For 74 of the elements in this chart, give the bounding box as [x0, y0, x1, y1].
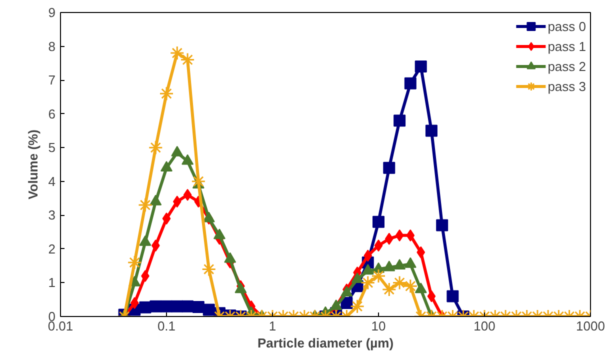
x-tick-label: 10	[371, 318, 386, 334]
point	[446, 290, 459, 302]
point	[364, 250, 372, 262]
point	[371, 268, 386, 284]
y-tick-label: 1	[48, 275, 56, 290]
point	[382, 282, 396, 297]
point	[414, 60, 427, 73]
point	[234, 282, 247, 294]
y-axis-title: Volume (%)	[25, 130, 40, 200]
point	[351, 272, 364, 284]
point	[340, 286, 353, 297]
point	[171, 146, 184, 156]
point	[404, 257, 416, 268]
point	[180, 52, 195, 68]
point	[151, 240, 160, 252]
point	[192, 301, 204, 314]
point	[360, 275, 376, 290]
point	[191, 174, 206, 189]
point	[394, 258, 406, 270]
x-tick-label: 1	[268, 318, 276, 334]
x-tick-label: 1000	[576, 318, 605, 334]
point	[383, 162, 396, 174]
point	[159, 86, 174, 101]
point	[148, 140, 163, 155]
y-tick-label: 7	[48, 72, 56, 88]
point	[404, 77, 416, 90]
point	[183, 188, 192, 201]
point	[414, 282, 427, 294]
point	[406, 229, 415, 242]
point	[182, 300, 194, 312]
point	[127, 255, 142, 270]
y-tick-label: 8	[48, 38, 56, 54]
point	[202, 304, 215, 316]
y-tick-label: 3	[48, 208, 56, 223]
y-tick-label: 2	[48, 241, 56, 256]
legend-label: pass 0	[548, 18, 586, 34]
point	[170, 46, 184, 60]
point	[172, 196, 182, 208]
point	[202, 262, 216, 276]
point	[150, 300, 162, 312]
point	[374, 240, 383, 252]
legend-label: pass 3	[548, 78, 586, 94]
point	[224, 252, 236, 263]
point	[395, 229, 404, 242]
point	[162, 212, 171, 225]
legend-label: pass 2	[548, 58, 586, 74]
point	[427, 290, 436, 302]
point	[403, 278, 418, 294]
point	[425, 124, 438, 137]
x-axis-title: Particle diameter (µm)	[257, 336, 394, 350]
point	[350, 299, 365, 314]
x-tick-label: 0.1	[157, 318, 176, 334]
point	[383, 260, 396, 272]
point	[202, 212, 215, 222]
legend-label: pass 1	[548, 38, 586, 54]
y-tick-label: 4	[48, 174, 56, 189]
y-tick-label: 5	[48, 140, 56, 156]
point	[160, 161, 172, 172]
point	[394, 114, 406, 127]
point	[139, 235, 152, 246]
point	[138, 198, 152, 212]
point	[392, 275, 407, 290]
point	[372, 216, 384, 228]
point	[130, 296, 139, 309]
point	[436, 219, 448, 232]
point	[416, 246, 426, 258]
point	[362, 264, 374, 275]
point	[213, 228, 226, 240]
point	[182, 154, 194, 165]
point	[384, 232, 394, 245]
y-tick-label: 6	[48, 106, 56, 122]
y-tick-label: 9	[48, 5, 56, 20]
x-tick-label: 100	[474, 318, 496, 334]
point	[150, 194, 162, 206]
